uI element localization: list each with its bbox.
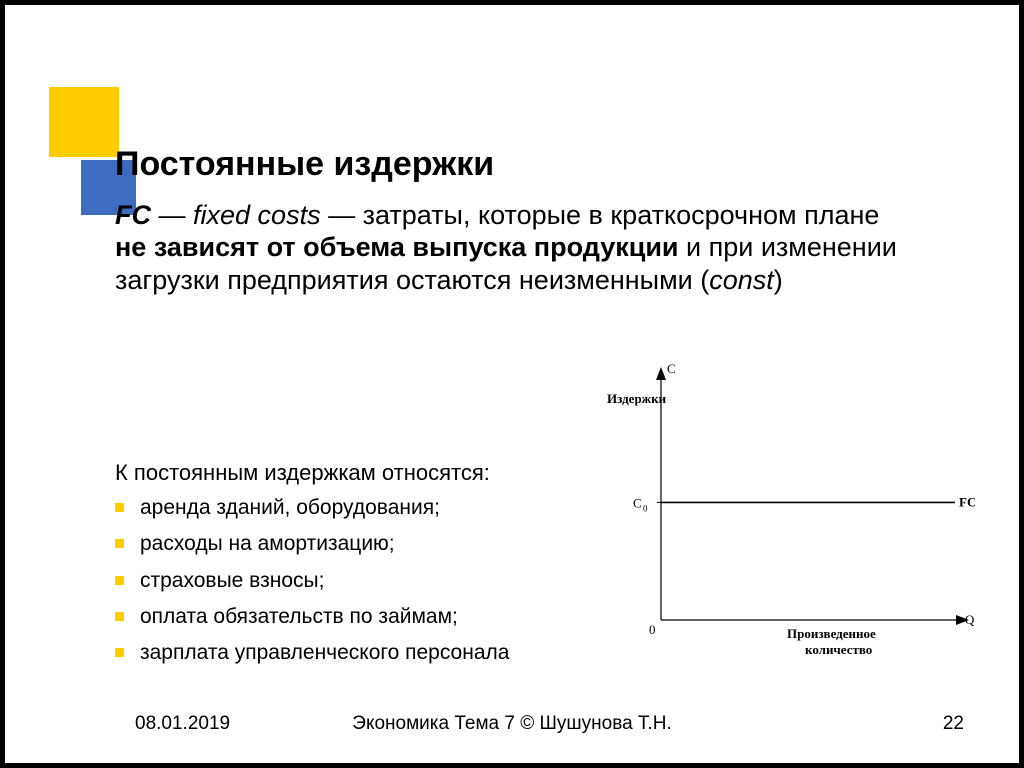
svg-text:FC: FC (959, 494, 975, 509)
list-item: оплата обязательств по займам; (115, 604, 615, 630)
bullet-icon (115, 612, 124, 621)
svg-text:0: 0 (649, 622, 656, 637)
list-item: зарплата управленческого персонала (115, 640, 615, 666)
slide-title: Постоянные издержки (115, 145, 494, 184)
footer: 08.01.2019 Экономика Тема 7 © Шушунова Т… (5, 713, 1019, 735)
list-item: страховые взносы; (115, 568, 615, 594)
decor-square-yellow (49, 87, 119, 157)
svg-text:количество: количество (805, 642, 872, 657)
definition-paragraph: FC — fixed costs — затраты, которые в кр… (115, 199, 905, 296)
fc-chart: CИздержкиQПроизведенноеколичество0C0FC (605, 350, 975, 660)
examples-heading: К постоянным издержкам относятся: (115, 460, 490, 486)
slide: Постоянные издержки FC — fixed costs — з… (5, 5, 1019, 763)
bullet-icon (115, 648, 124, 657)
footer-center: Экономика Тема 7 © Шушунова Т.Н. (5, 713, 1019, 735)
svg-text:Произведенное: Произведенное (787, 626, 876, 641)
fc-abbr: FC (115, 200, 151, 230)
svg-text:Q: Q (965, 612, 975, 627)
bullet-icon (115, 576, 124, 585)
list-item: аренда зданий, оборудования; (115, 495, 615, 521)
svg-text:C: C (667, 361, 676, 376)
definition-bold: не зависят от объема выпуска продукции (115, 232, 679, 262)
bullet-icon (115, 503, 124, 512)
list-item: расходы на амортизацию; (115, 531, 615, 557)
bullet-list: аренда зданий, оборудования; расходы на … (115, 495, 615, 676)
fixed-costs-italic: fixed costs (193, 200, 321, 230)
bullet-icon (115, 539, 124, 548)
svg-text:Издержки: Издержки (607, 391, 667, 406)
svg-text:0: 0 (643, 503, 648, 513)
const-italic: const (709, 265, 774, 295)
svg-text:C: C (633, 495, 642, 510)
